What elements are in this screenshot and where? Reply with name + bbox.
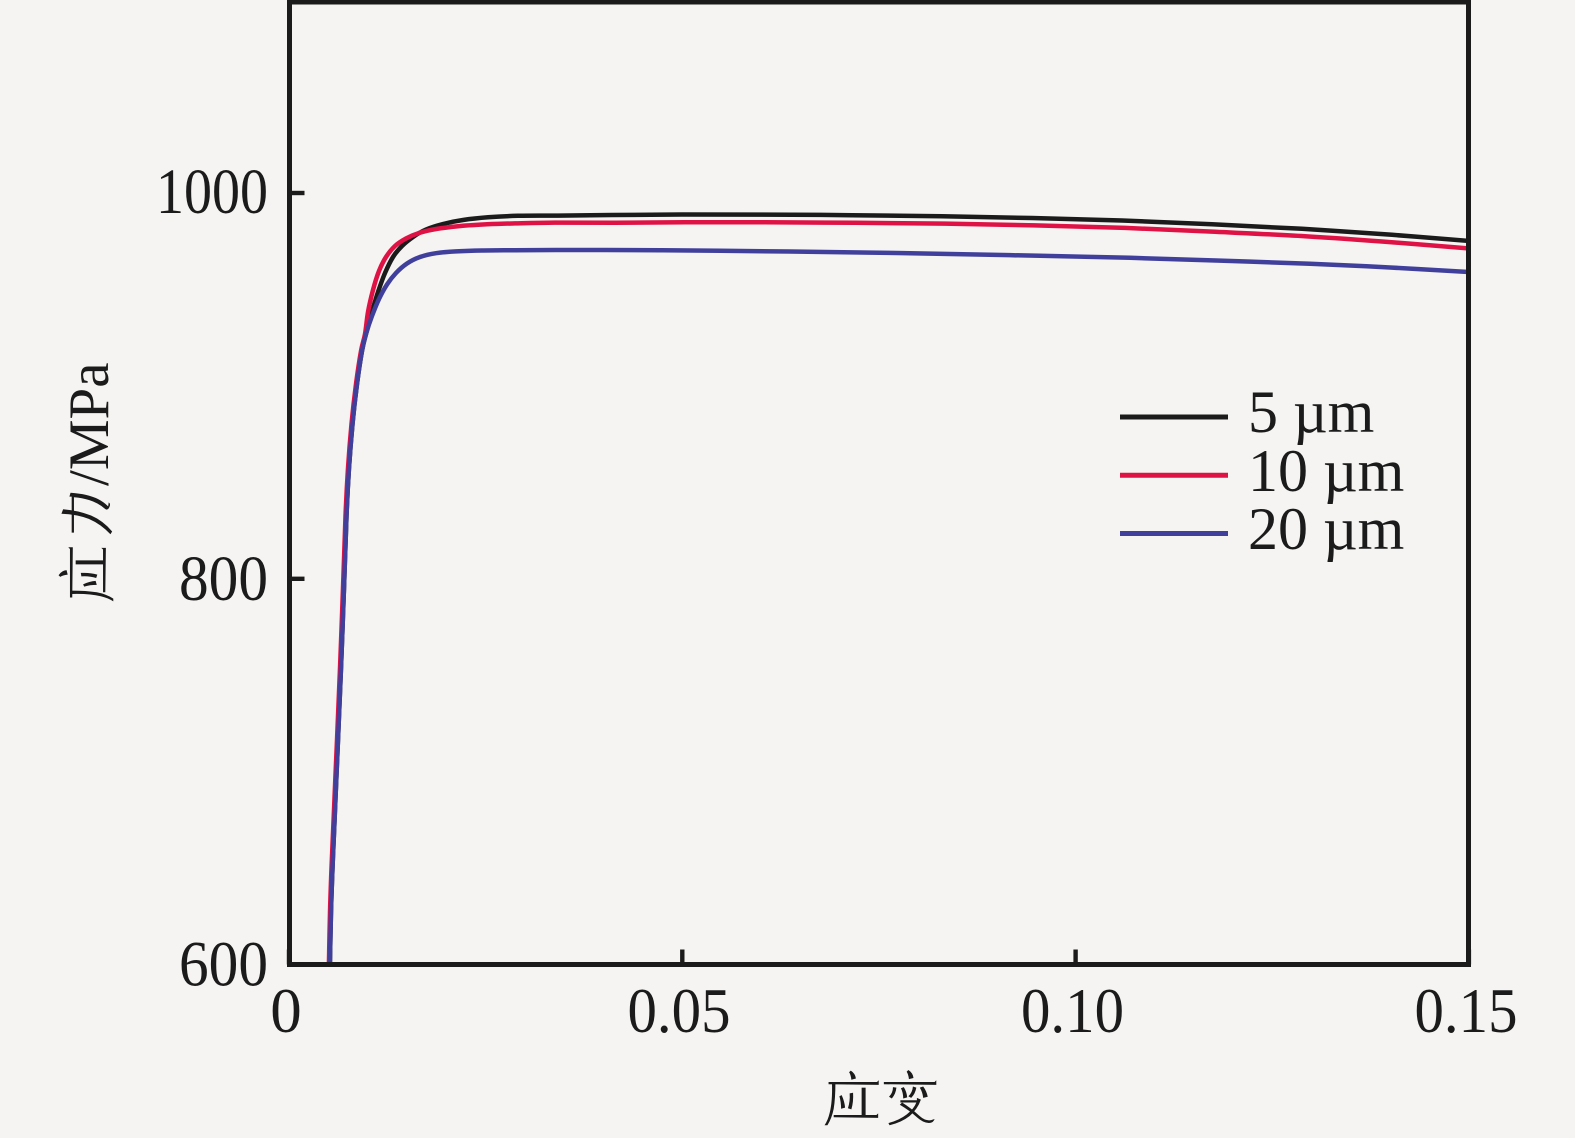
svg-text:20 µm: 20 µm [1248,496,1404,562]
svg-text:0.15: 0.15 [1415,976,1518,1046]
svg-text:0.05: 0.05 [628,976,731,1046]
svg-text:0.10: 0.10 [1021,976,1124,1046]
svg-text:600: 600 [179,929,268,1001]
svg-text:1000: 1000 [156,156,268,228]
svg-text:5 µm: 5 µm [1248,379,1374,445]
svg-text:/MPa: /MPa [58,362,121,486]
svg-text:0: 0 [270,976,302,1046]
svg-text:800: 800 [179,543,268,615]
svg-text:10 µm: 10 µm [1248,438,1404,504]
